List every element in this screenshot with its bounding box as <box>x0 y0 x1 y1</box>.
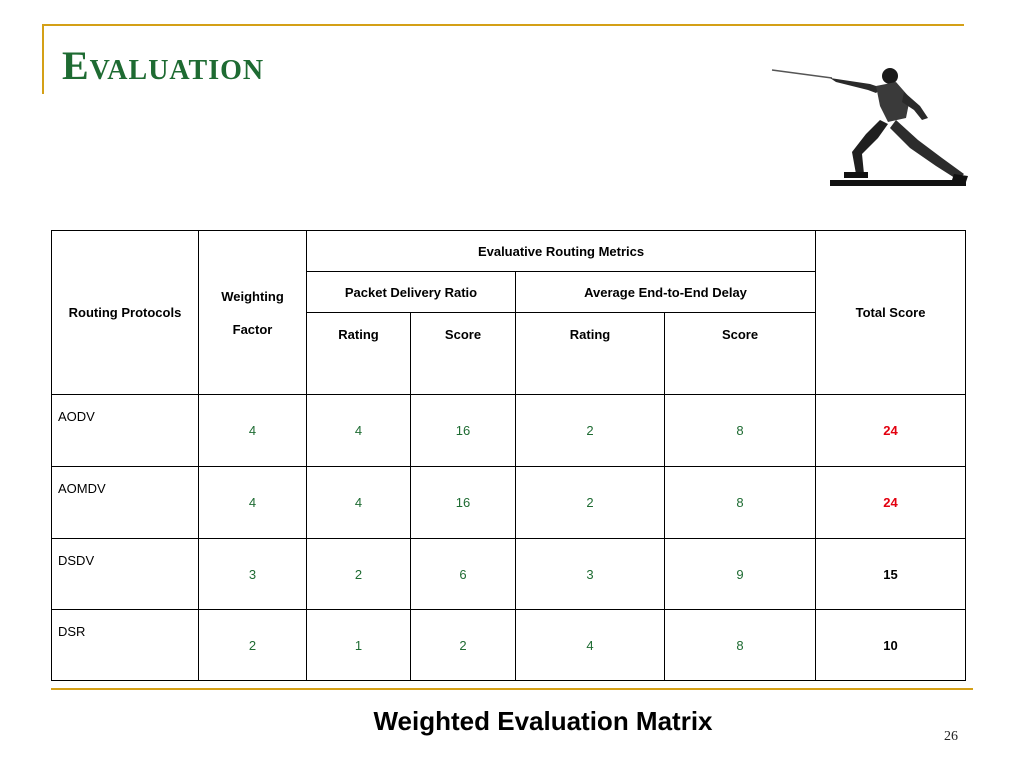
pdr-score-value: 16 <box>410 394 516 467</box>
total-score-value: 15 <box>815 538 967 610</box>
header-routing-protocols: Routing Protocols <box>51 230 199 395</box>
header-pdr-score: Score <box>410 312 516 395</box>
protocol-name: DSDV <box>51 538 199 610</box>
weight-value: 4 <box>198 394 307 467</box>
protocol-name: AOMDV <box>51 466 199 539</box>
pdr-score-value: 16 <box>410 466 516 539</box>
table-caption: Weighted Evaluation Matrix <box>373 706 713 736</box>
delay-rating-value: 3 <box>515 538 665 610</box>
weight-value: 3 <box>198 538 307 610</box>
weight-value: 4 <box>198 466 307 539</box>
delay-rating-value: 4 <box>515 609 665 681</box>
header-weighting-factor: Weighting Factor <box>198 230 307 395</box>
page-number: 26 <box>944 729 958 744</box>
header-delay-score: Score <box>663 312 817 395</box>
header-evaluative-metrics: Evaluative Routing Metrics <box>305 230 817 272</box>
total-score-value: 24 <box>815 466 967 539</box>
delay-score-value: 8 <box>663 609 817 681</box>
header-end-to-end-delay: Average End-to-End Delay <box>514 271 817 313</box>
header-total-score: Total Score <box>815 230 967 395</box>
weight-value: 2 <box>198 609 307 681</box>
delay-rating-value: 2 <box>515 394 665 467</box>
table-row: DSDV 3 2 6 3 9 15 <box>51 538 967 610</box>
protocol-name: AODV <box>51 394 199 467</box>
slide-title: Evaluation <box>62 43 265 88</box>
table-row: AODV 4 4 16 2 8 24 <box>51 394 967 467</box>
delay-rating-value: 2 <box>515 466 665 539</box>
table-row: DSR 2 1 2 4 8 10 <box>51 609 967 681</box>
bottom-rule <box>51 688 973 690</box>
fencer-clipart-icon <box>771 68 968 186</box>
pdr-score-value: 6 <box>410 538 516 610</box>
weighted-evaluation-table: Routing Protocols Weighting Factor Evalu… <box>51 230 967 681</box>
header-weighting-line2: Factor <box>232 321 273 337</box>
header-packet-delivery-ratio: Packet Delivery Ratio <box>306 271 516 313</box>
pdr-rating-value: 2 <box>306 538 411 610</box>
header-pdr-rating: Rating <box>306 312 411 395</box>
total-score-value: 24 <box>815 394 967 467</box>
delay-score-value: 8 <box>663 466 817 539</box>
pdr-rating-value: 4 <box>306 394 411 467</box>
delay-score-value: 9 <box>663 538 817 610</box>
left-rule <box>42 24 44 94</box>
table-row: AOMDV 4 4 16 2 8 24 <box>51 466 967 539</box>
protocol-name: DSR <box>51 609 199 681</box>
pdr-rating-value: 1 <box>306 609 411 681</box>
total-score-value: 10 <box>815 609 967 681</box>
header-delay-rating: Rating <box>515 312 665 395</box>
delay-score-value: 8 <box>663 394 817 467</box>
pdr-score-value: 2 <box>410 609 516 681</box>
header-weighting-line1: Weighting <box>221 288 284 304</box>
top-rule <box>42 24 964 26</box>
pdr-rating-value: 4 <box>306 466 411 539</box>
